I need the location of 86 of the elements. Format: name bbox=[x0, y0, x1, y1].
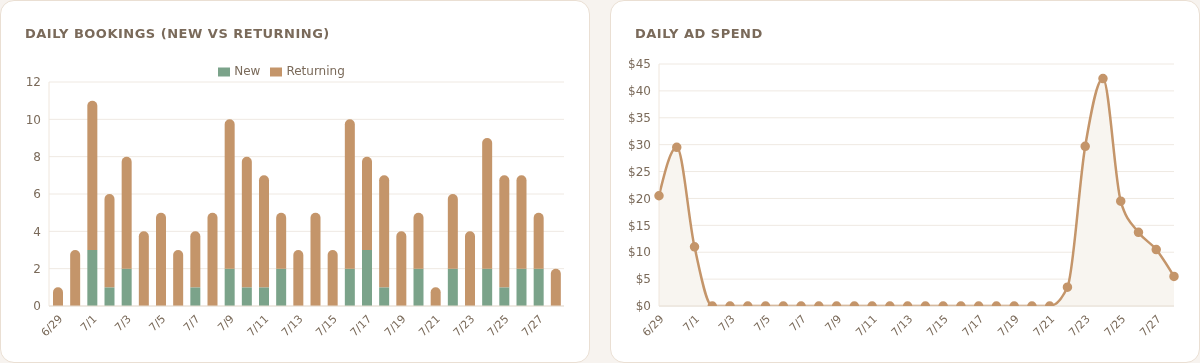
x-tick-label: 7/5 bbox=[146, 312, 169, 335]
bar bbox=[276, 268, 287, 306]
x-tick-label: 7/3 bbox=[112, 312, 134, 335]
bar bbox=[344, 119, 355, 269]
bar bbox=[362, 250, 372, 306]
bar bbox=[499, 287, 510, 306]
bar bbox=[344, 268, 355, 306]
x-tick-label: 7/1 bbox=[77, 312, 100, 335]
y-tick-label: $25 bbox=[628, 164, 651, 179]
chart-title: DAILY AD SPEND bbox=[635, 26, 763, 41]
point bbox=[1133, 227, 1144, 238]
y-tick-label: $45 bbox=[628, 57, 651, 72]
bar bbox=[499, 175, 510, 288]
bar bbox=[190, 287, 201, 306]
bar bbox=[87, 100, 98, 250]
bar bbox=[413, 268, 424, 306]
bar bbox=[396, 231, 407, 306]
bar bbox=[379, 175, 390, 288]
point bbox=[1151, 244, 1161, 255]
bar bbox=[173, 250, 184, 306]
y-tick-label: $5 bbox=[635, 272, 651, 287]
y-tick-label: $30 bbox=[628, 137, 651, 152]
bar bbox=[87, 250, 98, 306]
point bbox=[672, 142, 682, 153]
x-tick-label: 7/7 bbox=[180, 312, 203, 335]
bar bbox=[207, 212, 218, 306]
bar bbox=[482, 138, 493, 269]
chart-title: DAILY BOOKINGS (NEW VS RETURNING) bbox=[25, 26, 330, 41]
bar bbox=[259, 287, 269, 306]
bar bbox=[550, 268, 561, 306]
y-tick-label: $15 bbox=[628, 218, 651, 233]
bar bbox=[327, 250, 338, 306]
y-tick-label: 4 bbox=[33, 224, 41, 239]
bar bbox=[413, 212, 424, 269]
bar bbox=[447, 194, 458, 269]
point bbox=[654, 191, 664, 201]
x-tick-label: 7/1 bbox=[680, 312, 703, 335]
bar bbox=[362, 156, 372, 250]
bar bbox=[293, 250, 304, 306]
y-tick-label: 6 bbox=[33, 187, 41, 202]
bar bbox=[516, 175, 527, 269]
point bbox=[1098, 73, 1108, 84]
bar bbox=[516, 268, 527, 306]
bar bbox=[482, 268, 493, 306]
x-tick-label: 7/9 bbox=[822, 312, 845, 335]
y-tick-label: $20 bbox=[628, 191, 651, 206]
x-tick-label: 7/3 bbox=[715, 312, 738, 335]
point bbox=[1062, 282, 1073, 292]
bar bbox=[276, 212, 287, 269]
bar bbox=[533, 268, 544, 306]
bar bbox=[104, 287, 115, 306]
y-tick-label: 8 bbox=[33, 149, 41, 164]
legend-label: Returning bbox=[286, 64, 345, 78]
bar bbox=[241, 156, 252, 288]
x-tick-label: 7/9 bbox=[215, 312, 237, 335]
x-tick-label: 7/7 bbox=[787, 312, 809, 335]
bar bbox=[310, 212, 321, 306]
y-tick-label: $0 bbox=[635, 299, 651, 314]
y-tick-label: 2 bbox=[33, 261, 41, 276]
bar bbox=[447, 268, 458, 306]
bar bbox=[379, 287, 390, 306]
bar bbox=[190, 231, 201, 288]
bar bbox=[156, 212, 166, 306]
y-tick-label: 10 bbox=[25, 112, 41, 127]
bar bbox=[241, 287, 252, 306]
y-tick-label: 12 bbox=[25, 75, 41, 90]
bar bbox=[104, 194, 115, 288]
bar bbox=[224, 268, 235, 306]
y-tick-label: $40 bbox=[628, 84, 651, 99]
legend-label: New bbox=[234, 64, 261, 78]
point bbox=[689, 242, 700, 252]
x-tick-label: 7/5 bbox=[751, 312, 774, 335]
bar bbox=[224, 119, 235, 269]
bar bbox=[465, 231, 475, 306]
bar bbox=[259, 175, 269, 288]
bar bbox=[138, 231, 149, 306]
point bbox=[1115, 196, 1126, 206]
point bbox=[1169, 271, 1179, 282]
bar bbox=[121, 268, 132, 306]
bar bbox=[70, 250, 81, 306]
bar bbox=[121, 156, 132, 269]
bar bbox=[533, 212, 544, 269]
y-tick-label: $35 bbox=[628, 111, 651, 126]
y-tick-label: $10 bbox=[628, 245, 651, 260]
point bbox=[1080, 141, 1090, 152]
y-tick-label: 0 bbox=[33, 299, 41, 314]
